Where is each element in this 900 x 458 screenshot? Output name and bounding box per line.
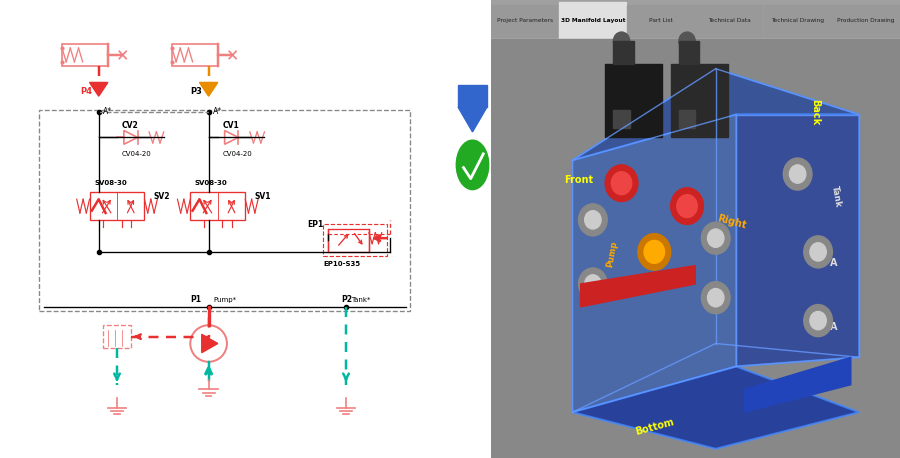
Circle shape — [605, 165, 638, 202]
Circle shape — [585, 211, 601, 229]
Text: Right: Right — [716, 214, 747, 231]
Circle shape — [579, 204, 608, 236]
Text: SV2: SV2 — [154, 192, 170, 201]
Polygon shape — [89, 82, 108, 96]
Circle shape — [804, 236, 833, 268]
Bar — [679, 110, 695, 128]
Bar — [559, 2, 626, 39]
Text: EP10-S35: EP10-S35 — [323, 261, 360, 267]
Bar — [40, 110, 410, 311]
Text: A*: A* — [104, 108, 112, 116]
Circle shape — [638, 234, 670, 270]
Bar — [323, 224, 387, 256]
Text: Part List: Part List — [649, 18, 673, 23]
Circle shape — [701, 282, 730, 314]
Text: Technical Drawing: Technical Drawing — [771, 18, 824, 23]
Polygon shape — [580, 266, 695, 307]
Text: SV08-30: SV08-30 — [94, 180, 127, 186]
Polygon shape — [572, 366, 859, 449]
Circle shape — [789, 165, 806, 183]
Text: A*: A* — [213, 108, 222, 116]
Text: P3: P3 — [190, 87, 203, 96]
Circle shape — [579, 268, 608, 300]
Text: CV1: CV1 — [222, 121, 239, 130]
Text: CV2: CV2 — [122, 121, 139, 130]
Text: Back: Back — [810, 99, 820, 125]
Polygon shape — [572, 114, 736, 412]
Bar — [104, 325, 130, 348]
Text: SV08-30: SV08-30 — [195, 180, 228, 186]
Bar — [190, 192, 245, 220]
Text: Production Drawing: Production Drawing — [837, 18, 895, 23]
Polygon shape — [572, 69, 859, 160]
Polygon shape — [736, 114, 859, 366]
Text: CV04-20: CV04-20 — [122, 151, 151, 157]
Text: EP1: EP1 — [307, 220, 323, 229]
Circle shape — [810, 243, 826, 261]
Text: A: A — [831, 322, 838, 332]
Circle shape — [679, 32, 696, 50]
Text: 3D Manifold Layout: 3D Manifold Layout — [561, 18, 626, 23]
Bar — [670, 64, 728, 137]
Bar — [679, 41, 699, 64]
Text: Front: Front — [564, 175, 593, 185]
Text: Pump*: Pump* — [213, 297, 236, 303]
Bar — [605, 64, 662, 137]
Circle shape — [670, 188, 704, 224]
Circle shape — [611, 172, 632, 195]
Circle shape — [644, 240, 664, 263]
Polygon shape — [202, 334, 218, 353]
Polygon shape — [744, 357, 850, 412]
Text: A: A — [831, 258, 838, 267]
Circle shape — [701, 222, 730, 254]
Circle shape — [456, 140, 489, 190]
Text: Pump: Pump — [605, 240, 618, 267]
Text: Tank*: Tank* — [351, 297, 370, 303]
Bar — [491, 5, 557, 37]
Text: CV04-20: CV04-20 — [222, 151, 252, 157]
Bar — [172, 44, 218, 66]
Bar — [614, 110, 630, 128]
Circle shape — [707, 289, 724, 307]
Bar — [627, 5, 694, 37]
Bar — [458, 85, 487, 107]
Bar — [614, 41, 634, 64]
Circle shape — [810, 311, 826, 330]
Polygon shape — [200, 82, 218, 96]
Bar — [328, 229, 369, 252]
Circle shape — [613, 32, 630, 50]
Bar — [695, 5, 762, 37]
Text: P4: P4 — [80, 87, 93, 96]
Text: SV1: SV1 — [255, 192, 271, 201]
Bar — [491, 0, 900, 37]
Circle shape — [585, 275, 601, 293]
Circle shape — [677, 195, 698, 218]
Text: Technical Data: Technical Data — [708, 18, 751, 23]
Polygon shape — [458, 107, 487, 132]
Circle shape — [804, 305, 833, 337]
Circle shape — [707, 229, 724, 247]
Text: Project Parameters: Project Parameters — [497, 18, 553, 23]
Bar — [62, 44, 108, 66]
Text: Tank: Tank — [831, 185, 843, 208]
Text: Bottom: Bottom — [634, 417, 675, 437]
Bar — [89, 192, 145, 220]
Circle shape — [783, 158, 812, 190]
Bar — [832, 5, 899, 37]
Bar — [763, 5, 831, 37]
Text: P1: P1 — [190, 295, 202, 304]
Text: P2: P2 — [341, 295, 353, 304]
